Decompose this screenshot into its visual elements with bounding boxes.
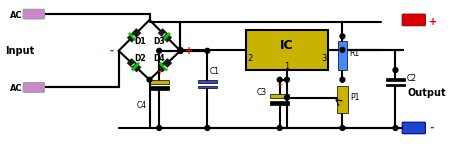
FancyBboxPatch shape (23, 9, 45, 19)
Text: D1: D1 (135, 37, 146, 46)
Circle shape (284, 77, 289, 82)
Bar (337, 86, 348, 114)
Text: D3: D3 (153, 37, 165, 46)
Text: Input: Input (5, 46, 34, 56)
Text: ~: ~ (160, 30, 168, 39)
Text: D2: D2 (134, 54, 146, 63)
Text: C1: C1 (209, 67, 219, 76)
Bar (270, 94, 289, 98)
Circle shape (340, 126, 345, 130)
Text: 2: 2 (247, 54, 252, 63)
Circle shape (393, 126, 398, 130)
Text: Output: Output (407, 88, 446, 98)
Text: IC: IC (280, 39, 294, 52)
Text: C3: C3 (257, 88, 267, 97)
Text: ~: ~ (129, 60, 138, 69)
Circle shape (277, 77, 282, 82)
Circle shape (157, 126, 162, 130)
Text: +: + (156, 67, 162, 76)
Circle shape (277, 126, 282, 130)
FancyBboxPatch shape (402, 14, 425, 26)
FancyBboxPatch shape (23, 83, 45, 92)
FancyBboxPatch shape (402, 122, 425, 134)
Circle shape (178, 48, 183, 53)
Text: C2: C2 (407, 74, 417, 83)
Text: +: + (277, 80, 283, 89)
Text: ~: ~ (162, 60, 170, 69)
Bar (149, 86, 169, 90)
Text: P1: P1 (350, 93, 360, 102)
Text: +: + (429, 17, 437, 27)
Bar (246, 30, 328, 70)
Text: 1: 1 (284, 62, 290, 71)
Text: C4: C4 (136, 101, 147, 110)
Text: -: - (429, 123, 434, 133)
Circle shape (340, 77, 345, 82)
Circle shape (393, 68, 398, 72)
Bar (198, 80, 217, 83)
Text: AC: AC (9, 11, 22, 20)
Circle shape (157, 48, 162, 53)
Text: ~: ~ (130, 30, 139, 39)
Circle shape (284, 95, 289, 100)
Text: -: - (110, 46, 114, 56)
Bar (149, 80, 169, 84)
Text: D4: D4 (153, 54, 165, 63)
Text: +: + (185, 46, 193, 56)
Bar (198, 86, 217, 88)
Bar (386, 78, 405, 81)
Text: 3: 3 (321, 54, 327, 63)
Circle shape (147, 77, 152, 82)
Bar (338, 41, 347, 70)
Bar (270, 101, 289, 105)
Text: AC: AC (9, 84, 22, 93)
Circle shape (178, 47, 183, 52)
Circle shape (340, 47, 345, 52)
Circle shape (205, 126, 210, 130)
Text: R1: R1 (349, 49, 359, 58)
Bar (386, 84, 405, 86)
Circle shape (178, 48, 183, 53)
Circle shape (205, 48, 210, 53)
Circle shape (340, 34, 345, 39)
